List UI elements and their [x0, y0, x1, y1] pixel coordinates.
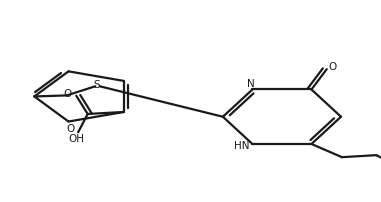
- Text: OH: OH: [68, 134, 84, 144]
- Text: N: N: [247, 79, 255, 89]
- Text: HN: HN: [234, 140, 250, 150]
- Text: S: S: [94, 79, 101, 89]
- Text: O: O: [64, 89, 72, 99]
- Text: O: O: [66, 123, 75, 133]
- Text: O: O: [328, 62, 336, 72]
